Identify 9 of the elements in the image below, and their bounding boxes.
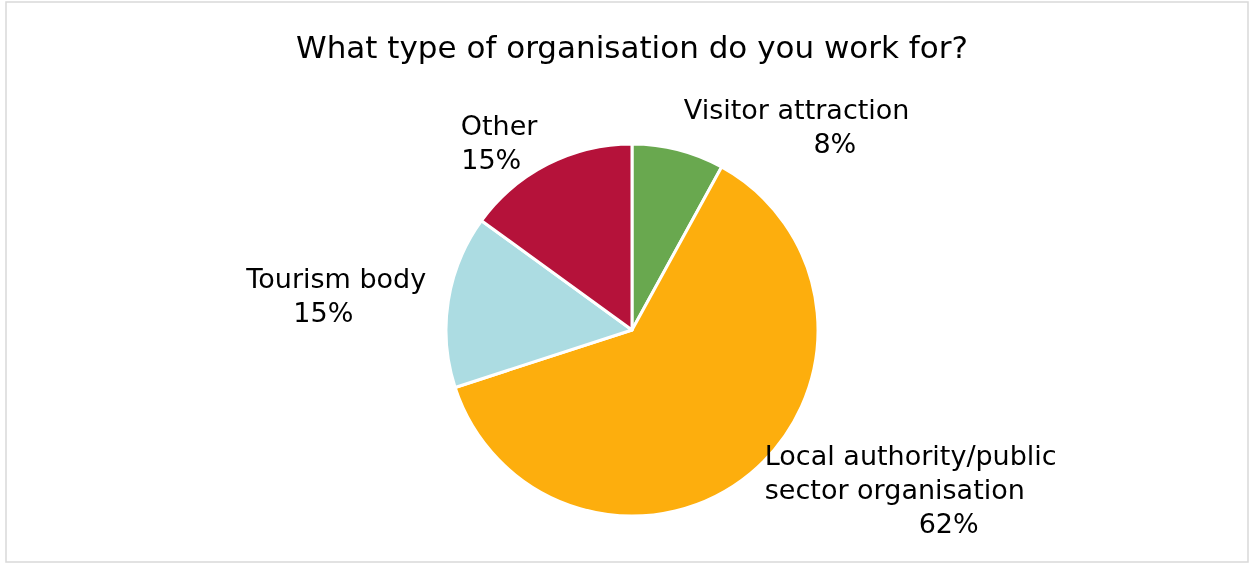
data-label: 8% (813, 127, 857, 159)
slice-label: Other (460, 109, 539, 141)
data-label: 15% (461, 143, 522, 175)
slice-label: Tourism body (245, 262, 427, 294)
data-label: 62% (918, 507, 979, 539)
chart-title: What type of organisation do you work for? (296, 29, 968, 65)
slice-label: Local authority/public sector organisation (764, 439, 1057, 505)
slice-label: Visitor attraction (683, 93, 910, 125)
data-label: 15% (293, 296, 354, 328)
